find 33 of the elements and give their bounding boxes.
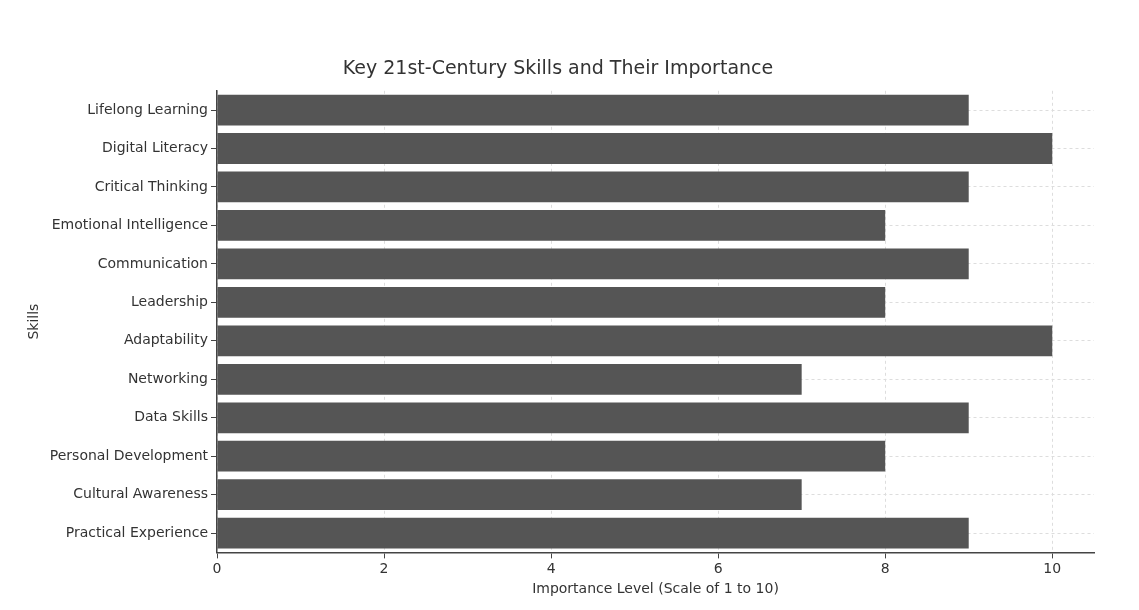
bar xyxy=(217,248,969,280)
y-tick-label: Emotional Intelligence xyxy=(51,216,209,233)
chart-title: Key 21st-Century Skills and Their Importance xyxy=(342,56,774,79)
y-tick-label: Leadership xyxy=(131,293,209,310)
bar xyxy=(217,402,969,434)
x-tick-label: 10 xyxy=(1043,560,1062,577)
bar xyxy=(217,210,886,241)
y-tick-label: Critical Thinking xyxy=(94,177,209,194)
bar xyxy=(217,286,886,318)
y-tick-label: Cultural Awareness xyxy=(73,485,209,502)
bar xyxy=(217,171,969,203)
y-tick-label: Adaptability xyxy=(123,331,209,348)
y-axis-title: Skills xyxy=(25,303,42,340)
y-tick-label: Practical Experience xyxy=(65,523,209,540)
y-tick-label: Networking xyxy=(127,369,209,386)
bar xyxy=(217,440,886,472)
y-tick-label: Digital Literacy xyxy=(102,139,209,156)
bar xyxy=(217,94,969,126)
x-tick-label: 4 xyxy=(546,560,556,577)
x-tick-label: 0 xyxy=(212,560,222,577)
x-axis-title: Importance Level (Scale of 1 to 10) xyxy=(532,580,779,597)
x-tick-label: 8 xyxy=(880,560,890,577)
bar xyxy=(217,517,969,549)
y-tick-label: Data Skills xyxy=(134,408,209,425)
bar xyxy=(217,479,802,511)
bar xyxy=(217,363,802,395)
bar xyxy=(217,325,1053,357)
bar xyxy=(217,133,1053,164)
y-tick-label: Personal Development xyxy=(49,446,209,463)
y-tick-label: Communication xyxy=(97,254,209,271)
x-tick-label: 6 xyxy=(713,560,723,577)
x-tick-label: 2 xyxy=(379,560,389,577)
y-tick-label: Lifelong Learning xyxy=(87,100,209,117)
